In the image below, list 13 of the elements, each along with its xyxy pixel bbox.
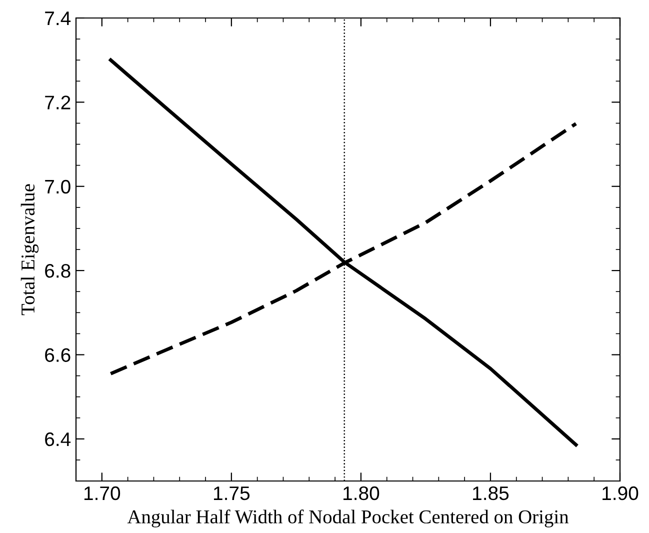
x-tick-label: 1.90: [602, 486, 638, 500]
x-tick-label: 1.80: [344, 486, 380, 500]
y-tick-label: 7.2: [45, 96, 70, 110]
y-tick-label: 6.6: [45, 348, 70, 362]
y-axis-title: Total Eigenvalue: [20, 184, 39, 316]
x-tick-label: 1.85: [473, 486, 509, 500]
y-tick-label: 7.4: [45, 12, 71, 26]
y-tick-label: 6.8: [45, 264, 70, 278]
y-tick-label: 6.4: [45, 432, 71, 446]
y-tick-label: 7.0: [45, 180, 70, 194]
x-tick-label: 1.75: [214, 486, 250, 500]
x-tick-label: 1.70: [84, 486, 120, 500]
x-axis-title: Angular Half Width of Nodal Pocket Centered on Origin: [127, 510, 569, 528]
